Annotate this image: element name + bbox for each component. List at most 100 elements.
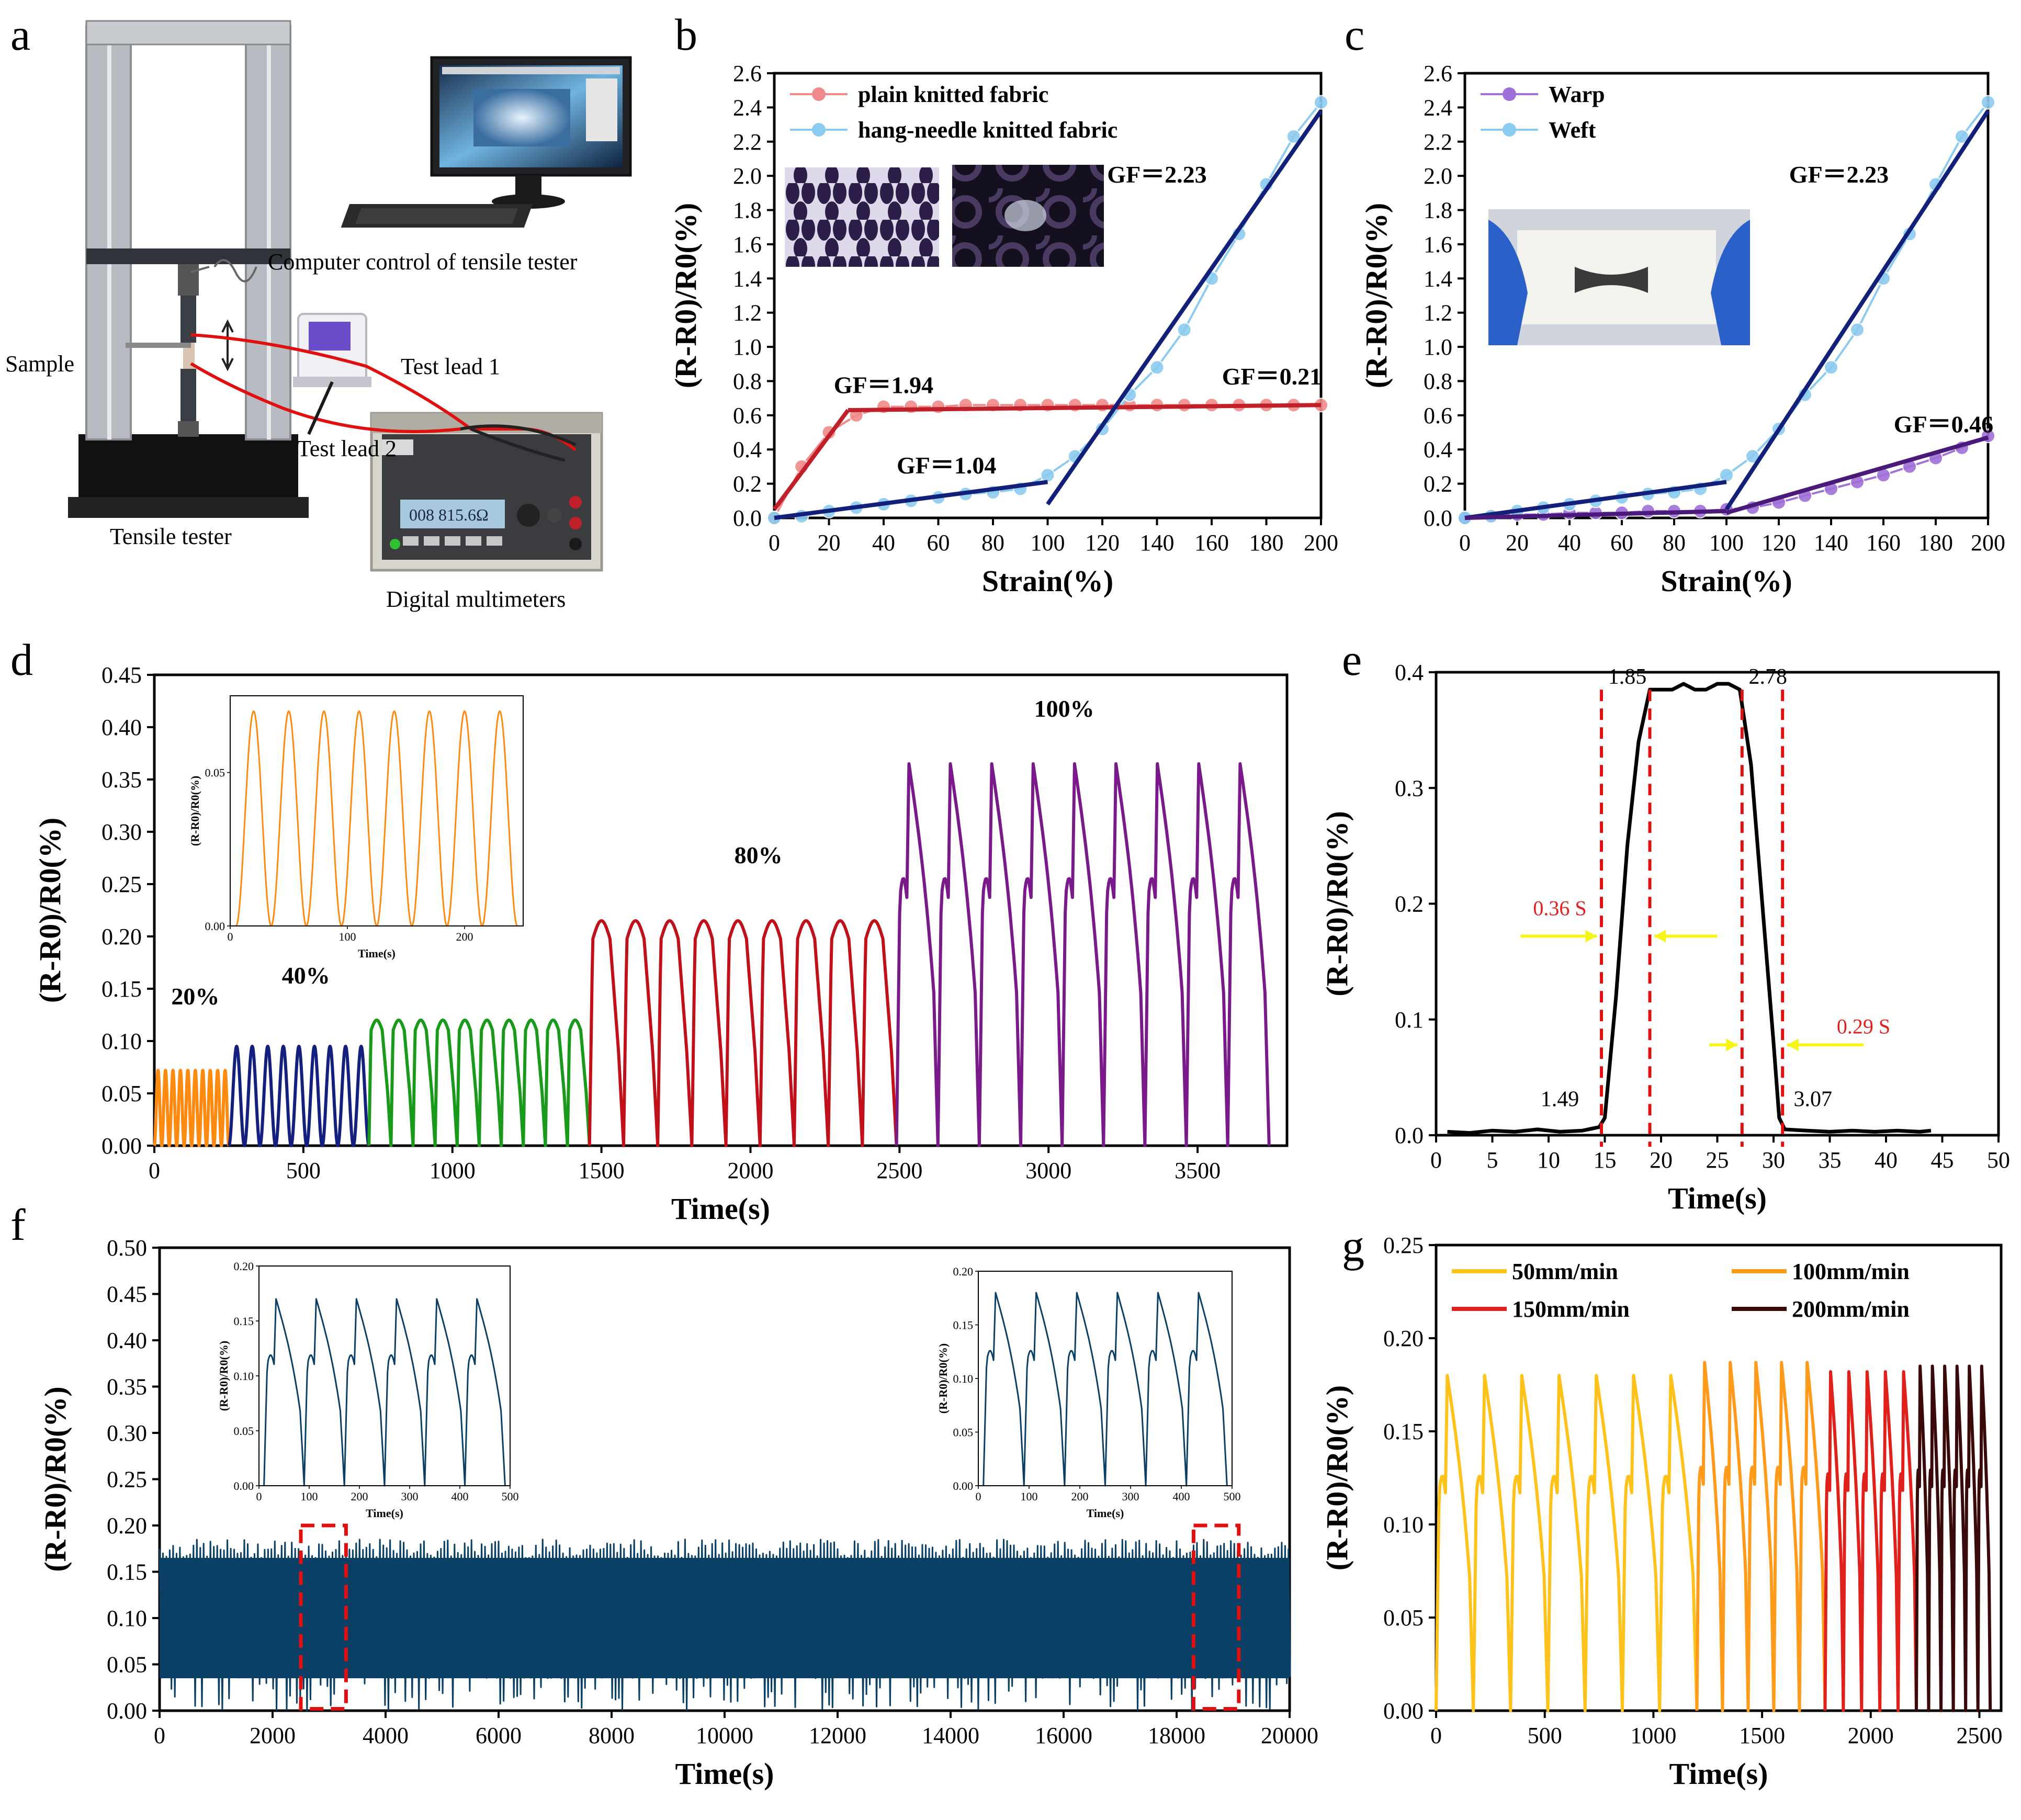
fit-line (1464, 480, 1727, 520)
y-tick-label: 0.25 (1383, 1233, 1424, 1258)
x-tick-label: 200 (456, 930, 473, 943)
x-tick-label: 100 (1031, 530, 1065, 556)
fit-line (1724, 109, 1990, 511)
x-axis-title: Time(s) (675, 1757, 774, 1791)
x-tick-label: 40 (1558, 530, 1581, 556)
x-tick-label: 2500 (876, 1158, 922, 1183)
data-point (1719, 468, 1734, 483)
gf-annotation: GF＝2.23 (1789, 161, 1889, 188)
label-sample: Sample (5, 351, 74, 377)
y-tick-label: 0.05 (107, 1652, 147, 1678)
x-tick-label: 10 (1537, 1147, 1560, 1173)
x-tick-label: 500 (1224, 1490, 1241, 1503)
x-tick-label: 160 (1866, 530, 1901, 556)
x-axis-title: Time(s) (671, 1192, 770, 1226)
legend-marker (1503, 123, 1516, 137)
y-tick-label: 0.00 (101, 1133, 142, 1159)
y-tick-label: 0.05 (101, 1081, 142, 1106)
label-test-lead-2: Test lead 2 (297, 436, 397, 461)
y-tick-label: 0.20 (234, 1260, 254, 1273)
chart-f-inset-axes: 0 100 200 300 400 500 0.00 0.05 0.10 0.15 0.20 Time… (217, 1260, 519, 1520)
y-tick-label: 0.35 (101, 767, 142, 793)
x-tick-label: 200 (351, 1490, 368, 1503)
data-point (1177, 322, 1192, 337)
time-annotation: 0.29 S (1837, 1014, 1890, 1038)
x-tick-label: 500 (286, 1158, 321, 1183)
y-tick-label: 0.25 (107, 1467, 147, 1493)
x-tick-label: 2000 (250, 1723, 296, 1748)
gf-annotation: GF＝0.46 (1894, 411, 1993, 438)
data-point (1981, 95, 1995, 110)
y-tick-label: 0.6 (1424, 403, 1452, 428)
y-tick-label: 1.6 (1424, 232, 1452, 257)
series-line (153, 1069, 231, 1147)
legend-label: Weft (1549, 117, 1596, 143)
x-tick-label: 120 (1085, 530, 1120, 556)
series-line (1435, 1374, 1699, 1712)
time-annotation: 1.49 (1541, 1088, 1579, 1112)
x-axis-title: Time(s) (1669, 1757, 1768, 1791)
x-tick-label: 2000 (727, 1158, 773, 1183)
y-tick-label: 0.0 (1424, 505, 1452, 531)
x-tick-label: 20000 (1261, 1723, 1318, 1748)
y-tick-label: 0.05 (953, 1426, 974, 1439)
y-tick-label: 0.3 (1395, 775, 1424, 801)
y-tick-label: 0.30 (107, 1420, 147, 1446)
x-tick-label: 400 (1173, 1490, 1190, 1503)
legend: Warp Weft (1481, 82, 1605, 143)
y-tick-label: 0.20 (1383, 1326, 1424, 1351)
y-tick-label: 0.05 (234, 1425, 254, 1438)
data-point (931, 399, 946, 414)
strain-label: 100% (1034, 695, 1094, 722)
x-tick-label: 3000 (1025, 1158, 1071, 1183)
legend-marker (1503, 87, 1516, 101)
x-tick-label: 10000 (696, 1723, 753, 1748)
y-tick-label: 1.0 (733, 334, 762, 360)
y-tick-label: 0.8 (733, 368, 762, 394)
label-digital-multimeters: Digital multimeters (386, 586, 566, 612)
legend: 50mm/min 100mm/min 150mm/min 200mm/min (1452, 1259, 1910, 1322)
gf-annotation: GF＝2.23 (1107, 161, 1206, 188)
y-tick-label: 1.8 (733, 198, 762, 223)
y-tick-label: 0.2 (733, 471, 762, 497)
y-tick-label: 0.15 (101, 976, 142, 1002)
x-tick-label: 0 (976, 1490, 981, 1503)
x-tick-label: 40 (872, 530, 895, 556)
y-tick-label: 0.20 (101, 924, 142, 949)
y-tick-label: 0.10 (1383, 1512, 1424, 1538)
panel-letter-e: e (1342, 635, 1362, 685)
y-tick-label: 0.2 (1395, 891, 1424, 917)
x-tick-label: 60 (1610, 530, 1633, 556)
y-tick-label: 1.4 (1424, 266, 1452, 291)
data-point (1314, 95, 1328, 110)
legend-label: hang-needle knitted fabric (858, 117, 1117, 143)
chart-f-axes: 0 2000 4000 6000 8000 10000 12000 14000 16000 180… (38, 1235, 1318, 1791)
x-tick-label: 50 (1987, 1147, 2010, 1173)
legend-label: Warp (1549, 82, 1605, 107)
gf-annotation: GF＝0.21 (1222, 363, 1322, 390)
chart-d-plot: 20%40%60%80%100% (153, 691, 1271, 1147)
x-tick-label: 180 (1249, 530, 1284, 556)
tensile-tester-image (68, 20, 309, 518)
fit-line (1725, 435, 1989, 515)
y-axis-title: (R-R0)/R0(%) (1320, 1385, 1354, 1570)
x-tick-label: 15 (1594, 1147, 1617, 1173)
x-tick-label: 100 (1021, 1490, 1038, 1503)
fit-line (774, 480, 1048, 520)
controller-box-image (293, 313, 371, 387)
x-tick-label: 0 (256, 1490, 262, 1503)
panel-letter-d: d (10, 635, 33, 685)
y-tick-label: 1.8 (1424, 198, 1452, 223)
x-tick-label: 5 (1487, 1147, 1498, 1173)
y-tick-label: 0.00 (1383, 1698, 1424, 1724)
fabric-photo-plain (785, 167, 939, 267)
x-tick-label: 18000 (1148, 1723, 1205, 1748)
x-tick-label: 0 (1459, 530, 1471, 556)
fit-line (1464, 508, 1727, 520)
panel-letter-c: c (1345, 9, 1364, 60)
y-tick-label: 0.15 (1383, 1419, 1424, 1444)
data-point (1286, 129, 1301, 144)
x-axis-title: Time(s) (1087, 1507, 1124, 1520)
x-tick-label: 8000 (589, 1723, 635, 1748)
y-axis-title: (R-R0)/R0(%) (188, 776, 201, 846)
